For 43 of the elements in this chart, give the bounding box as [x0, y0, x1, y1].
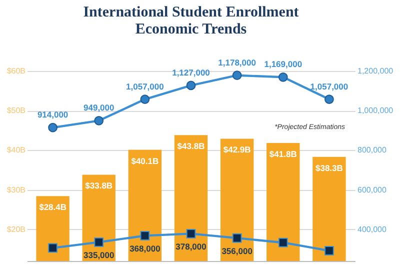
- data-label: 356,000: [222, 246, 253, 256]
- data-label: $43.8B: [177, 141, 205, 152]
- point: [324, 94, 334, 104]
- point: [186, 80, 196, 90]
- data-label: $28.4B: [39, 202, 67, 212]
- data-label: $40.1B: [131, 156, 159, 166]
- y2-tick-label: 800,000: [358, 146, 387, 155]
- point: [140, 230, 150, 240]
- data-label: 1,057,000: [126, 81, 164, 92]
- point: [232, 70, 242, 80]
- y2-tick-label: 1,000,000: [358, 106, 394, 116]
- data-label: $42.9B: [223, 144, 251, 155]
- data-label: 1,127,000: [172, 67, 210, 78]
- y2-tick-label: 400,000: [358, 224, 387, 234]
- y-tick-label: $60B: [6, 66, 26, 76]
- data-label: $38.3B: [315, 162, 343, 173]
- y-tick-label: $30B: [6, 185, 26, 194]
- data-label: 949,000: [84, 102, 114, 113]
- y-tick-label: $40B: [6, 146, 26, 155]
- data-label: 1,057,000: [310, 81, 348, 92]
- data-label: 378,000: [176, 242, 207, 252]
- data-label: 335,000: [84, 250, 114, 260]
- data-label: $33.8B: [85, 180, 113, 191]
- point: [94, 238, 104, 247]
- point: [324, 246, 334, 256]
- y2-tick-label: 600,000: [358, 185, 387, 194]
- data-label: 368,000: [130, 244, 161, 254]
- point: [140, 94, 150, 104]
- y-tick-label: $20B: [6, 224, 26, 234]
- data-label: 1,169,000: [264, 59, 302, 70]
- point: [48, 122, 58, 132]
- y-tick-label: $50B: [6, 106, 26, 116]
- point: [186, 229, 196, 238]
- data-label: $41.8B: [269, 149, 297, 160]
- y2-tick-label: 1,200,000: [358, 66, 394, 76]
- chart-title: International Student Enrollment Economic Trends: [83, 4, 299, 38]
- point: [278, 238, 288, 248]
- data-label: 914,000: [37, 110, 68, 120]
- point: [232, 233, 242, 243]
- point: [48, 243, 58, 253]
- point: [278, 72, 288, 82]
- point: [94, 116, 104, 126]
- data-label: 1,178,000: [218, 57, 256, 68]
